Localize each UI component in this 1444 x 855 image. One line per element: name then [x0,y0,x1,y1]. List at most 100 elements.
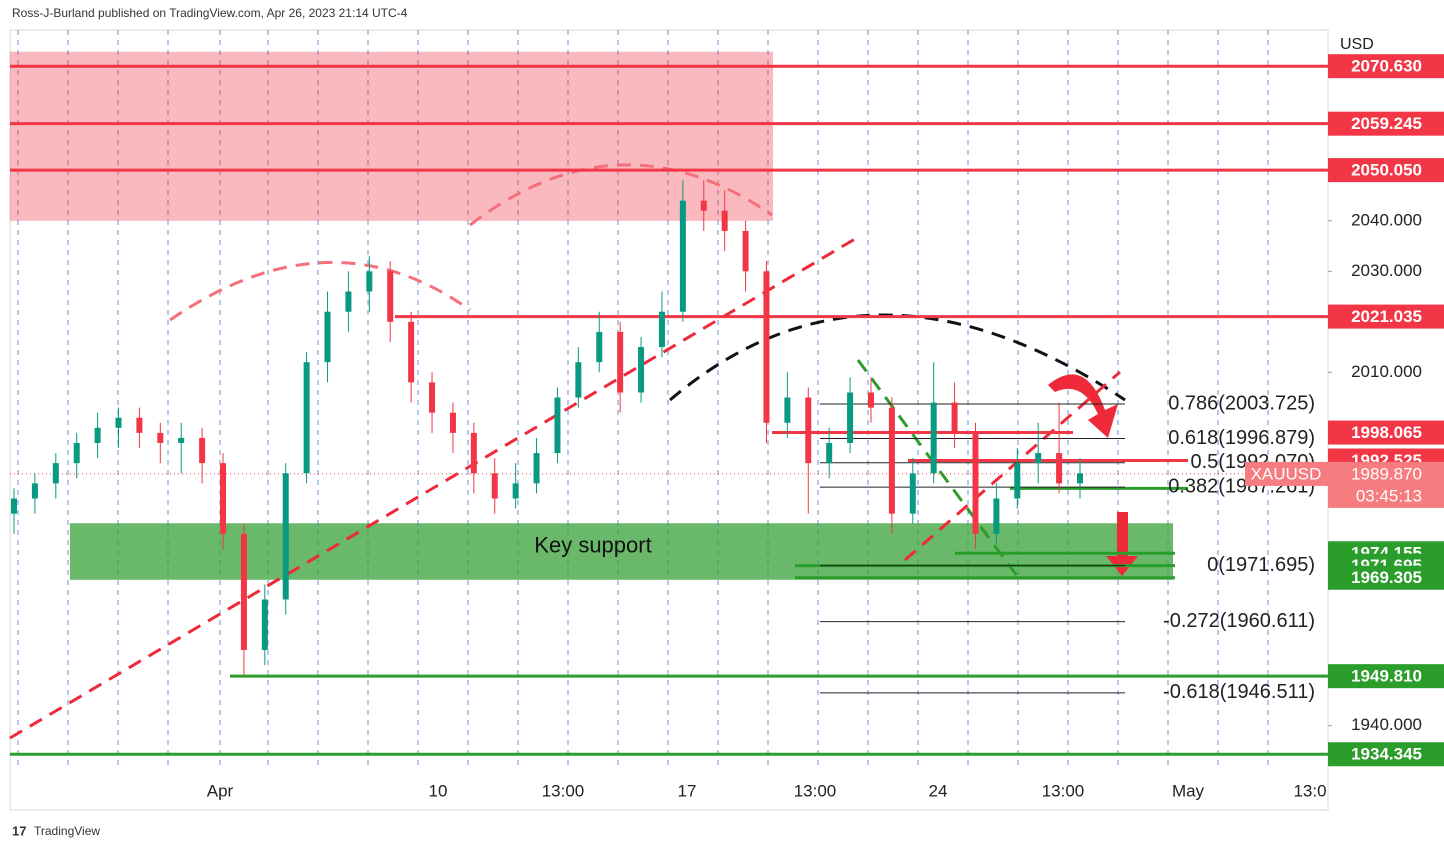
candle-body [408,321,415,383]
candle-body [429,382,436,413]
price-tag-label: 2070.630 [1351,57,1422,76]
currency: USD [1340,36,1374,53]
candle-body [1056,453,1063,484]
candle-body [533,453,540,484]
x-tick-label: 24 [929,781,948,800]
candle-body [449,412,456,433]
candle-body [742,230,749,272]
candle-body [951,402,958,433]
candle-body [94,427,101,443]
price-tag [1328,54,1444,79]
candle-body [11,498,17,514]
last-price-tag [1328,461,1444,508]
x-tick-label: 13:0 [1293,781,1326,800]
zone-label: Key support [534,532,651,557]
fib-label: -0.618(1946.511) [1163,681,1315,703]
candle-body [157,432,164,443]
y-tick-label: 2030.000 [1351,261,1422,280]
price-tag-label: 1934.345 [1351,745,1422,764]
zone [10,51,773,221]
candle-body [596,331,603,363]
last-price-label: 1989.870 [1351,464,1422,483]
candle-body [784,397,791,423]
price-tag [1328,742,1444,767]
x-axis: Apr 10 13:00 17 13:00 24 13:00 May 13:0 [207,781,1327,800]
candle-body [679,200,686,312]
candle-body [909,473,916,514]
price-tag [1328,420,1444,445]
candle-body [638,347,645,393]
price-tag-label: 1949.810 [1351,667,1422,686]
arrow [1048,374,1118,438]
candle-body [512,483,519,499]
candle-body [220,463,227,534]
candle-body [930,402,937,474]
symbol-tag [1245,461,1328,486]
y-tick-label: 2010.000 [1351,362,1422,381]
candle-body [282,473,289,600]
x-tick-label: 13:00 [1042,781,1085,800]
candle-body [366,271,373,292]
candle-body [700,200,707,211]
candle-body [52,463,59,484]
price-tag-label: 1969.305 [1351,568,1422,587]
price-tag [1328,664,1444,689]
candle-body [261,599,268,650]
x-tick-label: 13:00 [794,781,837,800]
candle-body [136,417,143,433]
candle-body [617,331,624,393]
x-tick-label: 10 [429,781,448,800]
y-tick-label: 2040.000 [1351,210,1422,229]
candle-body [554,397,561,454]
candle-body [31,483,38,499]
candle-body [1077,473,1083,484]
candle-body [324,311,331,363]
candle-body [199,437,206,464]
candle-body [1014,463,1021,499]
candle-body [826,442,833,464]
candle-body [867,392,874,408]
x-tick-label: 17 [678,781,697,800]
zone [70,523,1173,580]
price-tag [1328,304,1444,329]
candle-body [491,473,498,499]
price-tag [1328,111,1444,136]
x-tick-label: 13:00 [542,781,585,800]
candle-body [387,271,394,322]
candle-body [888,407,895,514]
price-tag-label: 2050.050 [1351,161,1422,180]
price-tag-label: 1998.065 [1351,423,1422,442]
candle-body [972,432,979,534]
candle-body [115,417,122,428]
logo: 17 [12,823,26,838]
price-tag [1328,565,1444,590]
x-tick-label: Apr [207,781,234,800]
price-tag [1328,158,1444,183]
fib-label: 0(1971.695) [1207,554,1315,576]
candle-body [847,392,854,443]
symbol-label: XAUUSD [1251,464,1322,483]
candle-body [575,362,582,398]
countdown: 03:45:13 [1356,486,1422,505]
candle-body [1035,453,1042,464]
x-tick-label: May [1172,781,1205,800]
candle-body [658,311,665,348]
candle-body [178,437,185,443]
y-tick-label: 1940.000 [1351,715,1422,734]
candle-body [763,271,770,423]
time-grid [17,30,1269,770]
candle-body [470,432,477,474]
candle-body [73,442,80,464]
candle-body [345,291,352,312]
candle-body [805,397,812,464]
arrow [1106,512,1138,576]
candle-body [993,498,1000,534]
annotations [9,163,1126,740]
footer: TradingView [34,824,100,838]
fib-label: -0.272(1960.611) [1163,610,1315,632]
price-tag-label: 2059.245 [1351,114,1422,133]
candle-body [303,362,310,474]
fib-label: 0.786(2003.725) [1168,392,1315,414]
